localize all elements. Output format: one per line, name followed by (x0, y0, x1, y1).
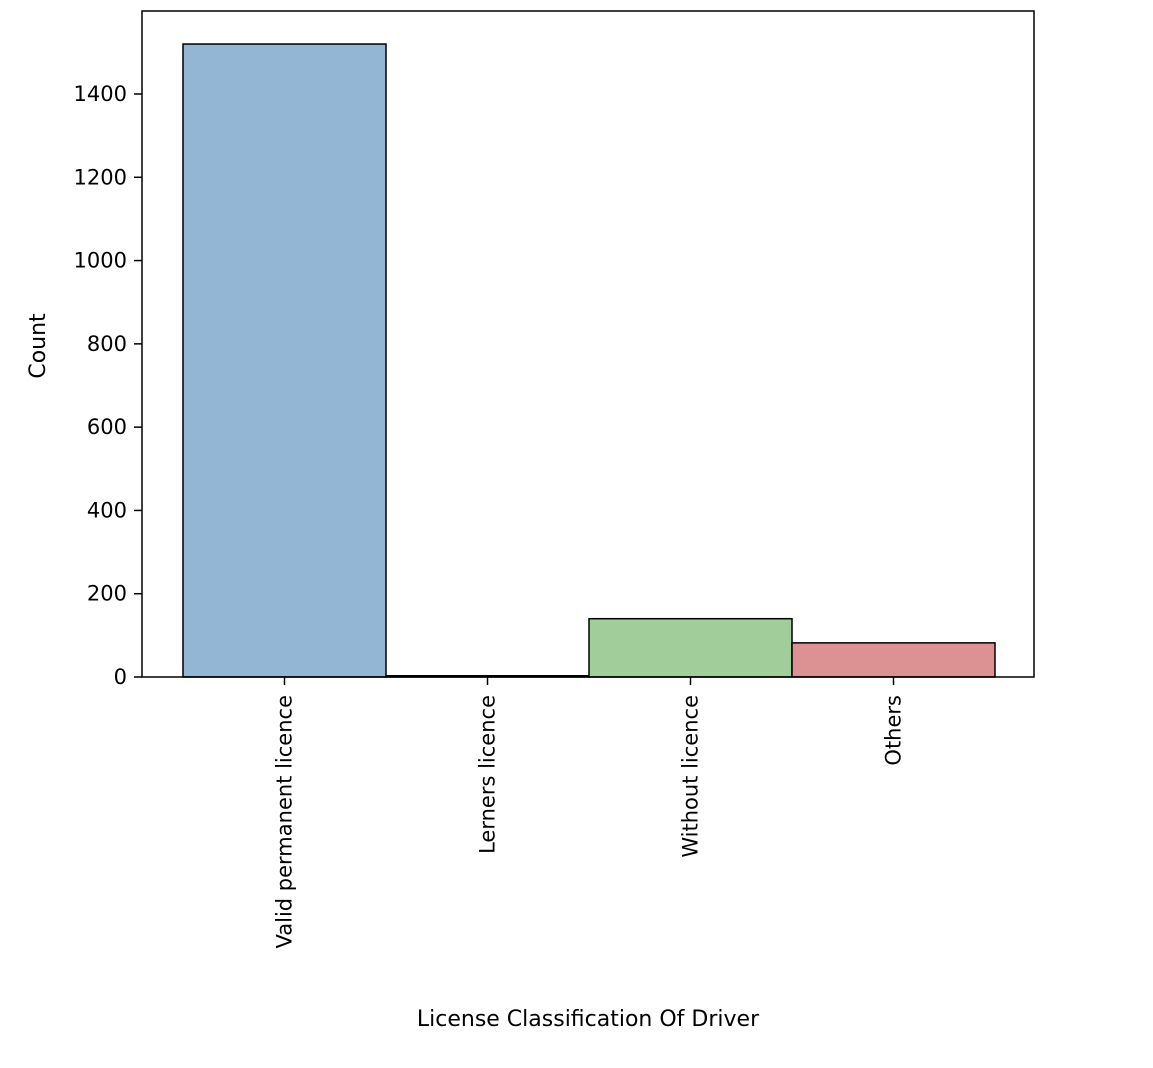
y-tick-label: 0 (114, 665, 127, 689)
bar-valid-permanent-licence (182, 43, 387, 678)
y-tick-label: 800 (87, 332, 127, 356)
y-axis-label: Count (26, 313, 51, 379)
y-tick-label: 1400 (74, 82, 127, 106)
y-tick-label: 1000 (74, 249, 127, 273)
x-tick-label: Lerners licence (476, 695, 500, 854)
x-tick-label: Without licence (679, 695, 703, 858)
y-tick-label: 200 (87, 582, 127, 606)
bars-layer (182, 43, 996, 678)
x-tick-label: Valid permanent licence (273, 695, 297, 948)
bar-without-licence (588, 617, 793, 678)
x-tick-label: Others (882, 695, 906, 766)
x-axis: Valid permanent licence Lerners licence Wi… (273, 677, 906, 948)
y-tick-label: 600 (87, 415, 127, 439)
y-axis: 0 200 400 600 800 1000 1200 1400 (74, 82, 142, 689)
y-tick-label: 400 (87, 498, 127, 522)
x-axis-label: License Classification Of Driver (417, 1007, 760, 1032)
y-tick-label: 1200 (74, 165, 127, 189)
bar-others (791, 642, 996, 678)
